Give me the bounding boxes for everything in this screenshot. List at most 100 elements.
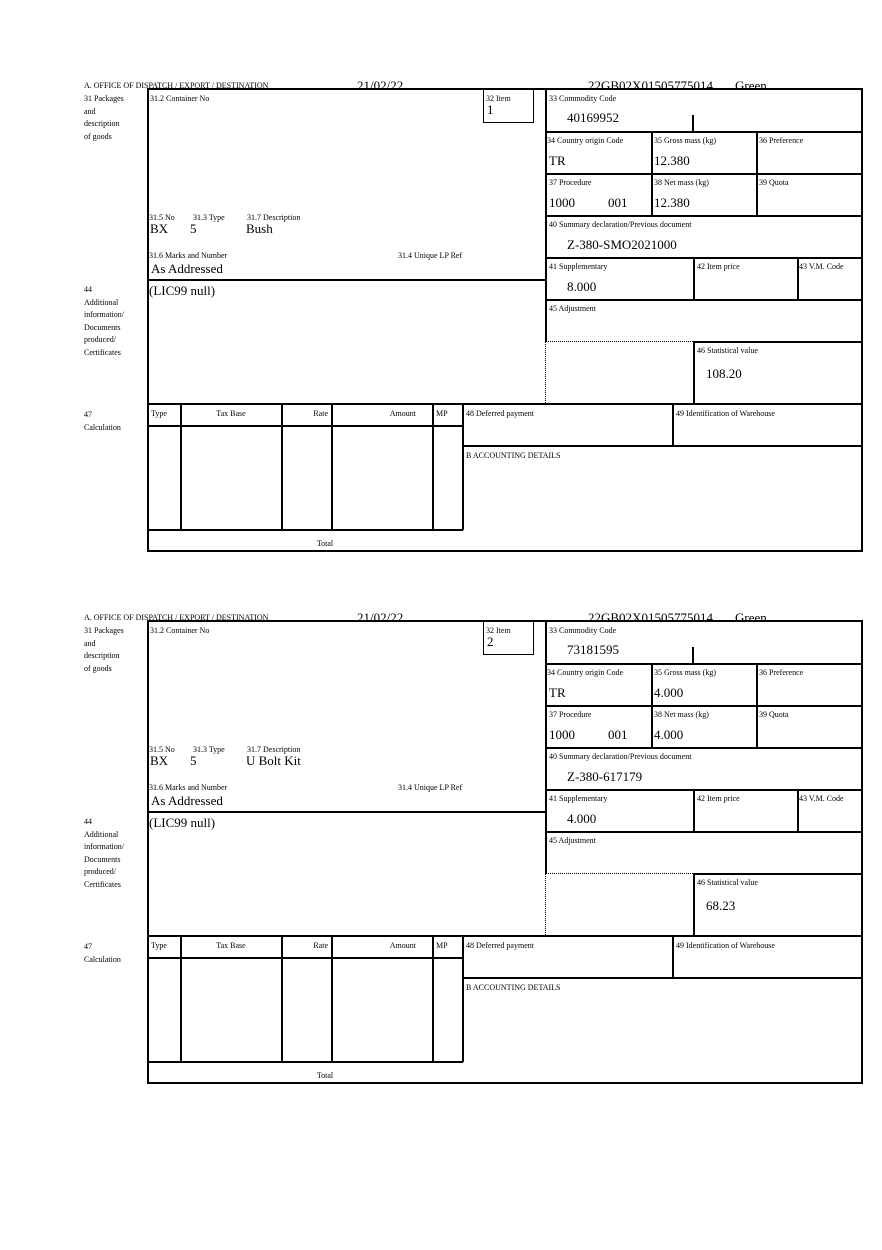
additional-info-label: 44 — [84, 285, 92, 294]
packages-label: and — [84, 106, 96, 116]
unique-lp-label: 31.4 Unique LP Ref — [398, 783, 463, 792]
calc-col-rate: Rate — [313, 409, 328, 418]
additional-info-label: Certificates — [84, 347, 121, 357]
accounting-details-label: B ACCOUNTING DETAILS — [466, 451, 561, 460]
country-origin: TR — [549, 153, 566, 168]
packages-label: description — [84, 119, 120, 128]
previous-document: Z-380-617179 — [567, 769, 643, 784]
additional-info-label: Documents — [84, 854, 121, 864]
warehouse-label: 49 Identification of Warehouse — [676, 409, 775, 418]
calc-col-amount: Amount — [389, 409, 416, 418]
deferred-payment-label: 48 Deferred payment — [466, 941, 534, 950]
procedure-code: 1000 — [549, 727, 575, 742]
office-heading: A. OFFICE OF DISPATCH / EXPORT / DESTINA… — [84, 613, 269, 622]
calculation-label: Calculation — [84, 422, 121, 432]
item-price-label: 42 Item price — [697, 262, 740, 271]
country-origin-label: 34 Country origin Code — [547, 668, 624, 677]
procedure-additional: 001 — [608, 195, 628, 210]
rule — [462, 445, 862, 447]
dotted-rule — [545, 873, 693, 874]
item-number: 2 — [487, 634, 494, 649]
rule — [180, 403, 182, 530]
item-label: 32 Item — [486, 626, 511, 635]
additional-info-label: 44 — [84, 817, 92, 826]
rule — [147, 550, 863, 552]
accounting-details-label: B ACCOUNTING DETAILS — [466, 983, 561, 992]
rule — [545, 215, 862, 217]
rule — [672, 935, 674, 978]
preference-label: 36 Preference — [759, 136, 804, 145]
procedure-code: 1000 — [549, 195, 575, 210]
description-label: 31.7 Description — [247, 745, 301, 754]
calc-col-rate: Rate — [313, 941, 328, 950]
rule — [147, 403, 863, 405]
summary-label: 40 Summary declaration/Previous document — [549, 752, 692, 761]
packages-label: of goods — [84, 663, 112, 673]
country-origin: TR — [549, 685, 566, 700]
rule — [692, 647, 694, 664]
calc-col-mp: MP — [436, 409, 448, 418]
preference-label: 36 Preference — [759, 668, 804, 677]
dotted-rule — [545, 341, 546, 403]
supplementary-label: 41 Supplementary — [549, 794, 608, 803]
rule — [147, 957, 463, 959]
packages-label: and — [84, 638, 96, 648]
package-count: 5 — [190, 753, 197, 768]
additional-info-label: Certificates — [84, 879, 121, 889]
unique-lp-label: 31.4 Unique LP Ref — [398, 251, 463, 260]
calc-col-mp: MP — [436, 941, 448, 950]
rule — [545, 663, 862, 665]
net-mass: 12.380 — [654, 195, 690, 210]
procedure-label: 37 Procedure — [549, 710, 592, 719]
container-no-label: 31.2 Container No — [150, 626, 210, 635]
rule — [432, 935, 434, 1062]
calculation-label: 47 — [84, 942, 92, 951]
summary-label: 40 Summary declaration/Previous document — [549, 220, 692, 229]
declaration-date: 21/02/22 — [357, 78, 404, 93]
calc-total-label: Total — [316, 1071, 334, 1080]
additional-info-value: (LIC99 null) — [149, 283, 216, 298]
gross-mass-label: 35 Gross mass (kg) — [654, 668, 716, 677]
rule — [545, 257, 862, 259]
rule — [545, 705, 862, 707]
dotted-rule — [545, 873, 546, 935]
dotted-rule — [545, 341, 693, 342]
rule — [797, 789, 799, 831]
rule — [545, 131, 862, 133]
goods-description: U Bolt Kit — [246, 753, 301, 768]
calc-total-label: Total — [316, 539, 334, 548]
rule — [147, 1061, 463, 1063]
gross-mass: 4.000 — [654, 685, 684, 700]
commodity-code-label: 33 Commodity Code — [549, 94, 617, 103]
rule — [651, 663, 653, 747]
container-no-label: 31.2 Container No — [150, 94, 210, 103]
calc-col-tax-base: Tax Base — [216, 409, 246, 418]
rule — [331, 935, 333, 1062]
additional-info-label: information/ — [84, 310, 124, 319]
additional-info-label: information/ — [84, 842, 124, 851]
gross-mass: 12.380 — [654, 153, 690, 168]
deferred-payment-label: 48 Deferred payment — [466, 409, 534, 418]
rule — [797, 257, 799, 299]
procedure-label: 37 Procedure — [549, 178, 592, 187]
packages-label: of goods — [84, 131, 112, 141]
rule — [692, 115, 694, 132]
rule — [545, 299, 862, 301]
additional-info-label: produced/ — [84, 335, 116, 344]
marks-value: As Addressed — [151, 793, 223, 808]
quota-label: 39 Quota — [759, 178, 789, 187]
rule — [545, 88, 547, 341]
previous-document: Z-380-SMO2021000 — [567, 237, 677, 252]
calc-col-amount: Amount — [389, 941, 416, 950]
calc-col-type: Type — [151, 409, 167, 418]
office-heading: A. OFFICE OF DISPATCH / EXPORT / DESTINA… — [84, 81, 269, 90]
net-mass-label: 38 Net mass (kg) — [654, 178, 709, 187]
item-label: 32 Item — [486, 94, 511, 103]
adjustment-label: 45 Adjustment — [549, 304, 596, 313]
rule — [147, 935, 863, 937]
packages-label: description — [84, 651, 120, 660]
quota-label: 39 Quota — [759, 710, 789, 719]
rule — [861, 620, 863, 1084]
rule — [693, 789, 695, 831]
package-no-label: 31.5 No — [149, 745, 175, 754]
